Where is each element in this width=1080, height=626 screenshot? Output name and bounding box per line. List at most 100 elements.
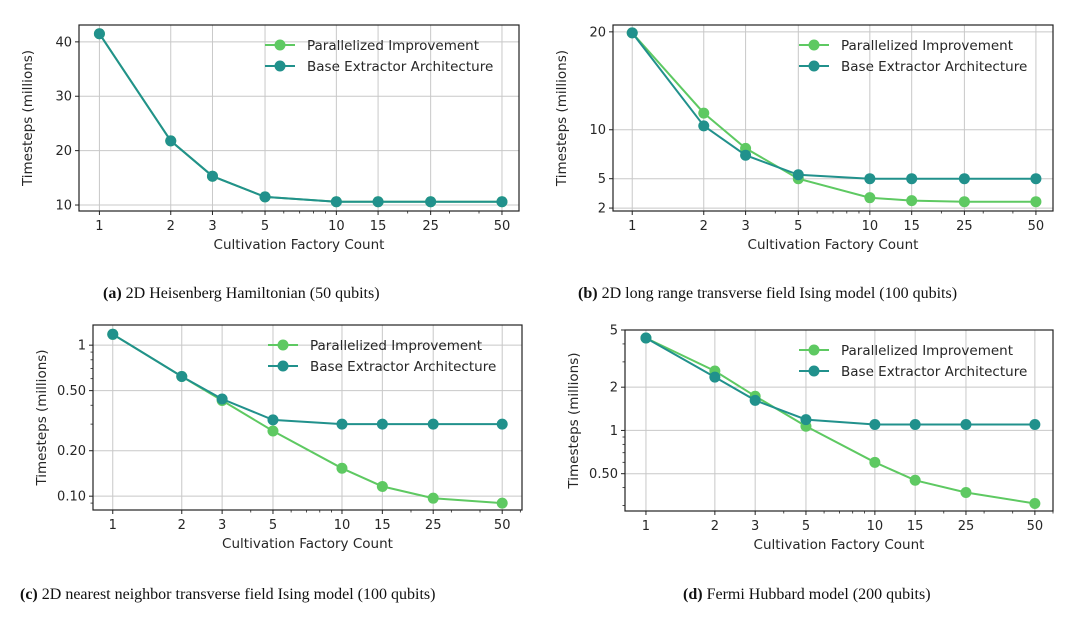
y-tick-label: 20: [55, 144, 72, 159]
caption-c-label: (c): [20, 586, 38, 603]
legend-label: Parallelized Improvement: [310, 338, 482, 354]
y-tick-label: 10: [589, 123, 606, 138]
data-point: [909, 418, 921, 430]
data-point: [749, 394, 761, 406]
caption-b: (b) 2D long range transverse field Ising…: [578, 285, 957, 303]
series-line: [645, 337, 1036, 505]
caption-b-label: (b): [578, 285, 598, 302]
data-point: [909, 474, 921, 486]
legend-item: Base Extractor Architecture: [799, 59, 1027, 75]
series-base: [640, 332, 1041, 430]
legend-item: Base Extractor Architecture: [265, 59, 493, 75]
legend: Parallelized Improvement Base Extractor A…: [268, 338, 496, 375]
data-point: [376, 418, 388, 430]
x-tick-label: 1: [109, 518, 117, 533]
data-point: [376, 480, 388, 492]
data-point: [960, 486, 972, 498]
series-base: [626, 27, 1042, 185]
data-point: [640, 332, 652, 344]
data-point: [267, 425, 279, 437]
data-point: [906, 173, 918, 185]
y-axis-label: Timesteps (millions): [20, 50, 36, 187]
x-tick-label: 3: [741, 219, 749, 234]
data-point: [93, 28, 105, 40]
x-tick-label: 25: [422, 219, 439, 234]
x-tick-label: 2: [178, 518, 186, 533]
legend-marker: [808, 60, 820, 72]
data-point: [176, 371, 188, 383]
x-axis-label: Cultivation Factory Count: [754, 537, 925, 553]
y-tick-label: 5: [598, 172, 606, 187]
data-point: [427, 418, 439, 430]
data-point: [698, 120, 710, 132]
x-tick-label: 1: [95, 219, 103, 234]
legend-item: Base Extractor Architecture: [799, 364, 1027, 380]
plot-frame: [78, 24, 520, 212]
legend: Parallelized Improvement Base Extractor A…: [265, 38, 493, 75]
legend: Parallelized Improvement Base Extractor A…: [799, 38, 1027, 75]
data-point: [206, 170, 218, 182]
x-tick-label: 50: [494, 518, 511, 533]
x-tick-label: 10: [328, 219, 345, 234]
x-tick-label: 10: [862, 219, 879, 234]
x-tick-label: 2: [167, 219, 175, 234]
data-point: [330, 196, 342, 208]
x-axis-label: Cultivation Factory Count: [748, 237, 919, 253]
y-tick-label: 2: [598, 202, 606, 217]
data-point: [864, 173, 876, 185]
legend-item: Parallelized Improvement: [265, 38, 479, 54]
legend-label: Parallelized Improvement: [841, 343, 1013, 359]
caption-c-text: 2D nearest neighbor transverse field Isi…: [41, 586, 436, 603]
series-line: [645, 337, 1035, 426]
data-point: [864, 192, 876, 204]
data-point: [740, 149, 752, 161]
caption-d-text: Fermi Hubbard model (200 qubits): [706, 586, 931, 603]
x-tick-label: 3: [751, 519, 759, 534]
series-base: [107, 328, 508, 430]
legend-label: Base Extractor Architecture: [841, 59, 1027, 75]
data-point: [372, 196, 384, 208]
series-base: [93, 28, 508, 208]
legend-item: Parallelized Improvement: [268, 338, 482, 354]
data-point: [869, 456, 881, 468]
x-tick-label: 5: [261, 219, 269, 234]
series-parallelized: [640, 332, 1041, 510]
x-tick-label: 25: [425, 518, 442, 533]
y-tick-label: 20: [589, 25, 606, 40]
y-tick-label: 1: [610, 424, 618, 439]
y-tick-label: 0.20: [57, 444, 86, 459]
x-tick-label: 2: [711, 519, 719, 534]
x-axis-label: Cultivation Factory Count: [222, 536, 393, 552]
x-tick-label: 2: [700, 219, 708, 234]
data-point: [869, 418, 881, 430]
y-tick-label: 2: [610, 381, 618, 396]
data-point: [960, 418, 972, 430]
legend-marker: [808, 365, 820, 377]
data-point: [427, 492, 439, 504]
data-point: [906, 195, 918, 207]
y-axis-label: Timesteps (millions): [34, 349, 50, 486]
data-point: [336, 418, 348, 430]
x-tick-label: 50: [1027, 519, 1044, 534]
y-tick-label: 0.50: [589, 467, 618, 482]
legend-item: Parallelized Improvement: [799, 38, 1013, 54]
y-tick-label: 1: [78, 339, 86, 354]
legend-item: Parallelized Improvement: [799, 343, 1013, 359]
series-line: [631, 32, 1036, 203]
x-tick-label: 10: [334, 518, 351, 533]
x-tick-label: 50: [1028, 219, 1045, 234]
data-point: [107, 328, 119, 340]
caption-d: (d) Fermi Hubbard model (200 qubits): [683, 586, 931, 604]
caption-a-text: 2D Heisenberg Hamiltonian (50 qubits): [125, 285, 380, 302]
y-tick-label: 10: [55, 199, 72, 214]
legend: Parallelized Improvement Base Extractor A…: [799, 343, 1027, 380]
x-tick-label: 5: [802, 519, 810, 534]
data-point: [425, 196, 437, 208]
plot-frame: [624, 329, 1054, 512]
data-point: [800, 414, 812, 426]
data-point: [496, 196, 508, 208]
x-tick-label: 10: [867, 519, 884, 534]
legend-item: Base Extractor Architecture: [268, 359, 496, 375]
